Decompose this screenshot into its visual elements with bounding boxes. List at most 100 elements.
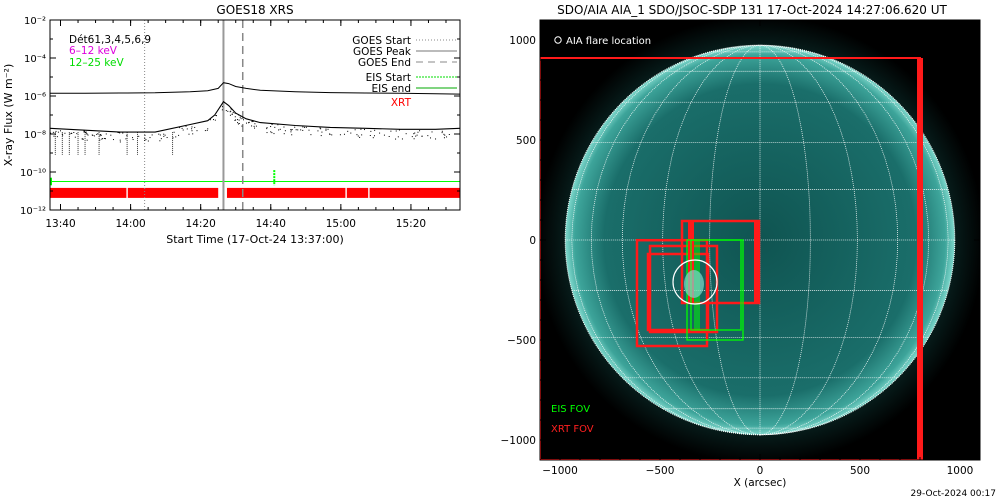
goes-y-axis: 10⁻¹² 10⁻¹⁰ 10⁻⁸ 10⁻⁶ 10⁻⁴ 10⁻² — [20, 16, 460, 217]
goes-x-axis-label: Start Time (17-Oct-24 13:37:00) — [166, 233, 344, 246]
goes-noise-point — [105, 133, 107, 135]
aia-x-axis: −1000 −500 0 500 1000 — [542, 20, 973, 477]
goes-noise-point — [53, 135, 55, 137]
goes-noise-point — [347, 130, 349, 132]
xrt-coverage-bar — [369, 187, 460, 198]
goes-noise-point — [87, 134, 89, 136]
goes-noise-point — [356, 134, 358, 136]
goes-noise-point — [319, 127, 321, 129]
goes-noise-point — [234, 112, 236, 114]
goes-noise-point — [83, 131, 85, 133]
aia-x-axis-label: X (arcsec) — [734, 477, 787, 489]
goes-noise-point — [234, 116, 236, 118]
aia-y-tick-label: 500 — [516, 135, 536, 147]
goes-noise-point — [266, 128, 268, 130]
goes-noise-point — [266, 127, 268, 129]
xrt-coverage-bar — [346, 187, 369, 198]
goes-noise-point — [204, 130, 206, 132]
goes-noise-point — [92, 134, 94, 136]
goes-noise-point — [251, 121, 253, 123]
goes-noise-point — [388, 135, 390, 137]
aia-y-tick-label: −500 — [507, 335, 536, 347]
goes-noise-point — [343, 133, 345, 135]
goes-noise-point — [191, 128, 193, 130]
goes-noise-point — [215, 114, 217, 116]
goes-noise-point — [254, 123, 256, 125]
legend-eis-start: EIS Start — [366, 72, 411, 84]
goes-noise-point — [325, 128, 327, 130]
goes-noise-point — [325, 129, 327, 131]
goes-noise-point — [383, 134, 385, 136]
goes-noise-point — [370, 130, 372, 132]
goes-y-tick-label: 10⁻⁴ — [24, 54, 46, 65]
goes-noise-point — [151, 134, 153, 136]
goes-noise-point — [144, 139, 146, 141]
goes-noise-point — [448, 134, 450, 136]
goes-noise-point — [248, 121, 250, 123]
goes-noise-point — [159, 140, 161, 142]
legend-xrt: XRT — [391, 97, 412, 109]
goes-noise-point — [411, 136, 413, 138]
goes-noise-point — [360, 128, 362, 130]
goes-noise-point — [245, 122, 247, 124]
goes-noise-point — [274, 126, 276, 128]
goes-noise-point — [441, 130, 443, 132]
goes-noise-point — [283, 126, 285, 128]
goes-noise-point — [55, 130, 57, 132]
goes-noise-point — [373, 135, 375, 137]
xrt-coverage-bar — [226, 187, 346, 198]
goes-noise-point — [294, 126, 296, 128]
goes-noise-point — [132, 139, 134, 141]
goes-noise-point — [186, 128, 188, 130]
goes-noise-point — [297, 129, 299, 131]
goes-noise-point — [119, 141, 121, 143]
goes-noise-point — [159, 134, 161, 136]
xrt-fov-box — [648, 244, 719, 334]
goes-noise-point — [56, 136, 58, 138]
goes-noise-point — [163, 135, 165, 137]
goes-noise-point — [191, 126, 193, 128]
goes-noise-point — [305, 126, 307, 128]
goes-noise-point — [350, 132, 352, 134]
goes-noise-point — [73, 132, 75, 134]
aia-x-tick-label: −500 — [646, 465, 675, 477]
goes-noise-point — [234, 119, 236, 121]
goes-noise-point — [118, 132, 120, 134]
goes-noise-point — [125, 138, 127, 140]
goes-noise-point — [91, 134, 93, 136]
goes-noise-point — [284, 130, 286, 132]
goes-noise-point — [398, 129, 400, 131]
legend-goes-end: GOES End — [358, 57, 411, 69]
goes-noise-point — [361, 134, 363, 136]
goes-noise-point — [302, 126, 304, 128]
goes-noise-point — [126, 134, 128, 136]
goes-noise-point — [327, 128, 329, 130]
goes-noise-point — [290, 129, 292, 131]
goes-noise-point — [395, 130, 397, 132]
goes-noise-point — [395, 138, 397, 140]
aia-x-tick-label: 1000 — [947, 465, 974, 477]
xrt-coverage-bar — [50, 187, 127, 198]
goes-noise-point — [230, 108, 232, 110]
goes-noise-point — [446, 136, 448, 138]
goes-noise-point — [232, 112, 234, 114]
goes-noise-point — [230, 108, 232, 110]
goes-noise-point — [359, 136, 361, 138]
goes-y-axis-label: X-ray Flux (W m⁻²) — [2, 64, 15, 166]
goes-noise-point — [97, 133, 99, 135]
goes-noise-point — [419, 130, 421, 132]
goes-x-tick-label: 13:40 — [45, 218, 75, 230]
goes-noise-point — [62, 134, 64, 136]
goes-noise-point — [401, 138, 403, 140]
goes-noise-point — [443, 137, 445, 139]
goes-noise-point — [308, 129, 310, 131]
aia-y-axis: −1000 −500 0 500 1000 — [500, 35, 980, 447]
aia-x-tick-label: 500 — [850, 465, 870, 477]
goes-noise-point — [100, 134, 102, 136]
goes-noise-point — [213, 119, 215, 121]
goes-noise-point — [304, 126, 306, 128]
goes-noise-point — [82, 138, 84, 140]
goes-noise-point — [209, 119, 211, 121]
goes-noise-point — [300, 129, 302, 131]
goes-noise-point — [138, 135, 140, 137]
